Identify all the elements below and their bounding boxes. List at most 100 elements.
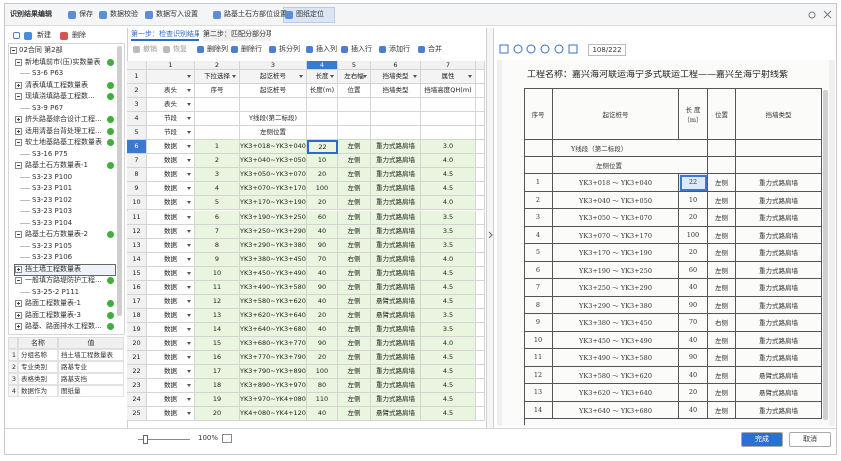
sheet-cell[interactable]: 60 [307, 210, 338, 225]
sheet-cell[interactable]: 数据 [147, 168, 195, 183]
tree-item[interactable]: 挤头路基综合设计工程... [25, 115, 102, 123]
sheet-cell[interactable]: 4.5 [421, 294, 476, 309]
tree-toggle[interactable] [15, 93, 22, 100]
sheet-cell[interactable]: 数据 [147, 294, 195, 309]
sheet-cell[interactable]: YK3+890~YK3+970 [240, 379, 307, 394]
sheet-cell[interactable]: 长度 [307, 70, 338, 85]
sheet-cell[interactable]: 左侧 [338, 140, 371, 155]
sheet-cell[interactable]: YK3+250~YK3+290 [240, 224, 307, 239]
toolbar-button[interactable]: 数据写入设置 [156, 10, 198, 18]
tree-item[interactable]: 路基、路面排水工程数... [25, 322, 102, 330]
sheet-cell[interactable]: 20 [307, 308, 338, 323]
sheet-cell[interactable]: 重力式路肩墙 [371, 182, 421, 197]
tree-leaf[interactable]: S3-6 P63 [32, 69, 64, 77]
tree-toggle[interactable] [10, 47, 17, 54]
tab[interactable]: 第二步：匹配分部分项 [203, 29, 271, 41]
tree-toggle[interactable] [15, 139, 22, 146]
tree-item[interactable]: 新地填前市(压)实数量表 [25, 57, 101, 66]
sheet-cell[interactable]: 左侧 [338, 196, 371, 211]
tree-toggle[interactable] [15, 311, 22, 319]
sheet-cell[interactable]: YK3+018~YK3+040 [240, 140, 307, 155]
sheet-cell[interactable]: 表头 [147, 84, 195, 99]
tree-item[interactable]: 清表填填工程数量表 [25, 80, 88, 89]
sheet-cell[interactable]: 属性 [421, 70, 476, 85]
sheet-cell[interactable]: 节段 [147, 126, 195, 141]
sheet-cell[interactable]: 10 [307, 154, 338, 169]
sheet-cell[interactable]: 13 [195, 308, 240, 323]
sheet-cell[interactable]: 7 [195, 224, 240, 239]
sheet-cell[interactable]: 数据 [147, 365, 195, 380]
sheet-cell[interactable] [147, 70, 195, 85]
sheet-cell[interactable]: 下拉选择 [195, 70, 240, 85]
sheet-cell[interactable]: 重力式路肩墙 [371, 393, 421, 408]
tree-item[interactable]: 路基土石方数量表-1 [25, 161, 88, 169]
tree-leaf[interactable]: S3-23 P105 [32, 241, 73, 250]
sheet-cell[interactable]: 左侧 [338, 266, 371, 281]
sheet-cell[interactable]: 4.5 [421, 407, 476, 422]
edit-button[interactable]: 删除列 [207, 45, 228, 53]
tree-root[interactable]: 02合同 第2部 [19, 46, 63, 54]
sheet-cell[interactable]: 重力式路肩墙 [371, 322, 421, 337]
sheet-cell[interactable]: YK3+070~YK3+170 [240, 182, 307, 197]
sheet-cell[interactable] [195, 126, 240, 141]
sheet-cell[interactable]: 位置 [338, 84, 371, 99]
sheet-cell[interactable]: 数据 [147, 238, 195, 253]
toolbar-button[interactable]: 路基土石方部位设置 [224, 10, 287, 18]
sheet-cell[interactable]: 4.5 [421, 266, 476, 281]
tree-item[interactable]: 现填浇填路基工程数... [25, 92, 95, 100]
sheet-cell[interactable]: 数据 [147, 196, 195, 211]
sheet-cell[interactable]: 18 [195, 379, 240, 394]
sheet-cell[interactable] [338, 98, 371, 113]
sheet-cell[interactable]: 数据 [147, 280, 195, 295]
sheet-cell[interactable]: 重力式路肩墙 [371, 280, 421, 295]
sheet-cell[interactable]: 左侧 [338, 365, 371, 380]
sheet-cell[interactable]: 重力式路肩墙 [371, 238, 421, 253]
sheet-cell[interactable]: 11 [195, 280, 240, 295]
sheet-cell[interactable] [421, 126, 476, 141]
tree-leaf[interactable]: S3-23 P101 [32, 184, 73, 192]
sheet-cell[interactable]: YK3+790~YK3+890 [240, 365, 307, 380]
sheet-cell[interactable]: 4.0 [421, 154, 476, 169]
sheet-cell[interactable]: YK3+450~YK3+490 [240, 266, 307, 281]
sheet-cell[interactable]: 左侧 [338, 238, 371, 253]
sheet-cell[interactable]: 重力式路肩墙 [371, 379, 421, 394]
tree-item[interactable]: 路面工程数量表-1 [25, 299, 81, 307]
sheet-cell[interactable]: 19 [195, 393, 240, 408]
sheet-cell[interactable]: 数据 [147, 154, 195, 169]
footer-button[interactable]: 完成 [741, 432, 783, 447]
sheet-cell[interactable]: 重力式路肩墙 [371, 140, 421, 155]
sheet-cell[interactable] [371, 98, 421, 113]
sheet-cell[interactable]: 4.5 [421, 379, 476, 394]
edit-button[interactable]: 恢复 [173, 45, 187, 53]
sheet-cell[interactable]: 9 [195, 252, 240, 267]
sheet-cell[interactable]: 12 [195, 294, 240, 309]
tree-toggle[interactable] [15, 116, 22, 123]
sheet-cell[interactable]: 数据 [147, 407, 195, 422]
sheet-cell[interactable]: 右侧 [338, 252, 371, 267]
sheet-cell[interactable]: 序号 [195, 84, 240, 99]
sheet-cell[interactable]: 70 [307, 252, 338, 267]
sheet-cell[interactable]: 悬臂式路肩墙 [371, 294, 421, 309]
tree-item[interactable]: 适用清基台背处理工程... [25, 126, 102, 135]
sheet-cell[interactable]: 3 [195, 168, 240, 183]
sheet-cell[interactable] [421, 112, 476, 127]
sheet-cell[interactable]: 左侧位置 [240, 126, 307, 141]
sheet-cell[interactable]: 重力式路肩墙 [371, 351, 421, 366]
sheet-cell[interactable]: 100 [307, 365, 338, 380]
sheet-cell[interactable]: 17 [195, 365, 240, 380]
sheet-cell[interactable]: 重力式路肩墙 [371, 336, 421, 351]
sheet-cell[interactable]: YK3+640~YK3+680 [240, 322, 307, 337]
sheet-cell[interactable]: 4.5 [421, 280, 476, 295]
sheet-cell[interactable]: 左侧 [338, 322, 371, 337]
sheet-cell[interactable]: 4.0 [421, 196, 476, 211]
sheet-cell[interactable]: 左侧 [338, 210, 371, 225]
sheet-cell[interactable]: 40 [307, 407, 338, 422]
tree-toggle[interactable] [15, 323, 22, 330]
edit-button[interactable]: 撤销 [143, 45, 157, 53]
sheet-cell[interactable]: 数据 [147, 224, 195, 239]
sheet-cell[interactable]: 15 [195, 336, 240, 351]
sheet-cell[interactable]: 2 [195, 154, 240, 169]
sheet-cell[interactable]: 长度(m) [307, 84, 338, 99]
sheet-cell[interactable]: 起讫桩号 [240, 84, 307, 99]
tree-leaf[interactable]: S3-9 P67 [32, 103, 64, 112]
